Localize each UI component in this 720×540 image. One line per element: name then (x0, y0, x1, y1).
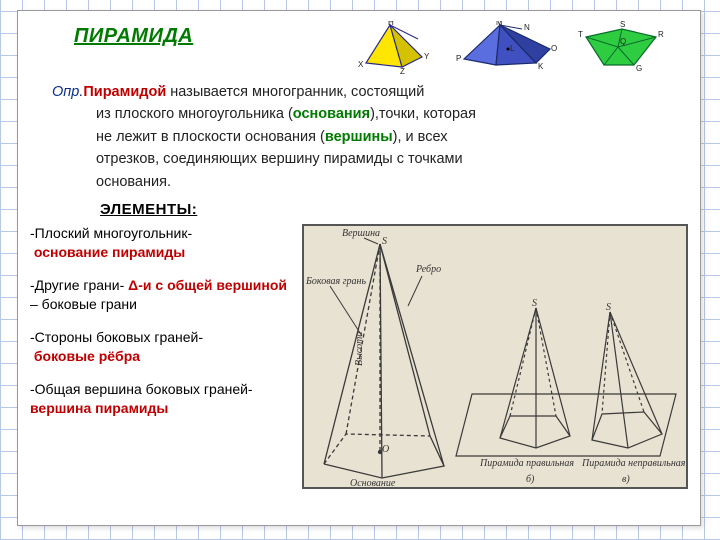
svg-text:R: R (658, 30, 664, 39)
bullet-2: -Другие грани- Δ-и с общей вершиной – бо… (30, 276, 294, 314)
bullet-3: -Стороны боковых граней- боковые рёбра (30, 328, 294, 366)
svg-text:P: P (456, 54, 461, 63)
svg-text:N: N (524, 23, 530, 32)
page-title: ПИРАМИДА (74, 25, 193, 48)
def-line3: не лежит в плоскости основания (вершины)… (96, 126, 680, 148)
def-line2b: ),точки, которая (370, 106, 476, 122)
lbl-b: б) (526, 474, 534, 485)
lbl-pir-neprav: Пирамида неправильная (582, 458, 685, 469)
lbl-vysota: Высота (354, 332, 365, 366)
b3-highlight: боковые рёбра (34, 348, 140, 364)
def-line1: называется многогранник, состоящий (166, 84, 424, 100)
def-apex-word: вершины (325, 129, 393, 145)
def-line3a: не лежит в плоскости основания ( (96, 129, 325, 145)
svg-text:H: H (388, 21, 394, 27)
svg-text:O: O (551, 44, 557, 53)
definition-term: Пирамидой (83, 84, 166, 100)
lbl-s3: S (606, 302, 611, 313)
b4-highlight: вершина пирамиды (30, 400, 168, 416)
svg-text:G: G (636, 64, 642, 73)
svg-text:L: L (510, 44, 515, 53)
pyramid-icons-row: H X Z Y M N P L O K (352, 21, 668, 75)
title-row: ПИРАМИДА H X Z Y M N P L (30, 21, 688, 75)
definition-block: Опр.Пирамидой называется многогранник, с… (52, 81, 680, 193)
svg-text:K: K (538, 62, 544, 71)
definition-prefix: Опр. (52, 84, 83, 100)
def-base-word: основания (293, 106, 370, 122)
svg-text:T: T (578, 30, 583, 39)
svg-text:Q: Q (620, 37, 626, 46)
elements-heading: ЭЛЕМЕНТЫ: (100, 201, 688, 218)
lbl-bokgran: Боковая грань (306, 276, 366, 287)
svg-text:S: S (620, 21, 625, 29)
b2-highlight: Δ-и с общей вершиной (128, 277, 287, 293)
slide-page: ПИРАМИДА H X Z Y M N P L (17, 10, 701, 526)
def-line2: из плоского многоугольника (основания),т… (96, 103, 680, 125)
pyramid-icon-green: T S R Q G (576, 21, 668, 75)
lbl-pir-prav: Пирамида правильная (480, 458, 574, 469)
svg-text:Z: Z (400, 67, 405, 75)
textbook-figure: Вершина S Боковая грань Ребро Высота O О… (302, 224, 688, 489)
pyramid-icon-blue: M N P L O K (452, 21, 562, 75)
lbl-osnovanie: Основание (350, 478, 395, 489)
svg-text:X: X (358, 60, 364, 69)
bullet-1: -Плоский многоугольник- основание пирами… (30, 224, 294, 262)
lbl-rebro: Ребро (416, 264, 441, 275)
pyramid-icon-yellow: H X Z Y (352, 21, 438, 75)
svg-text:M: M (496, 21, 503, 27)
def-line2a: из плоского многоугольника ( (96, 106, 293, 122)
lbl-s1: S (382, 236, 387, 247)
content-row: -Плоский многоугольник- основание пирами… (30, 224, 688, 489)
lbl-vershina: Вершина (342, 228, 380, 239)
b1-highlight: основание пирамиды (34, 244, 185, 260)
b1-text: -Плоский многоугольник- (30, 225, 192, 241)
svg-text:Y: Y (424, 52, 430, 61)
def-line5: основания. (96, 171, 680, 193)
elements-list: -Плоский многоугольник- основание пирами… (30, 224, 294, 431)
def-line4: отрезков, соединяющих вершину пирамиды с… (96, 148, 680, 170)
b2-text-b: – боковые грани (30, 296, 137, 312)
bullet-4: -Общая вершина боковых граней-вершина пи… (30, 380, 294, 418)
lbl-v: в) (622, 474, 630, 485)
lbl-o: O (382, 444, 389, 455)
def-line3b: ), и всех (393, 129, 448, 145)
b3-text: -Стороны боковых граней- (30, 329, 203, 345)
lbl-s2: S (532, 298, 537, 309)
b4-text: -Общая вершина боковых граней- (30, 381, 253, 397)
b2-text-a: -Другие грани- (30, 277, 128, 293)
